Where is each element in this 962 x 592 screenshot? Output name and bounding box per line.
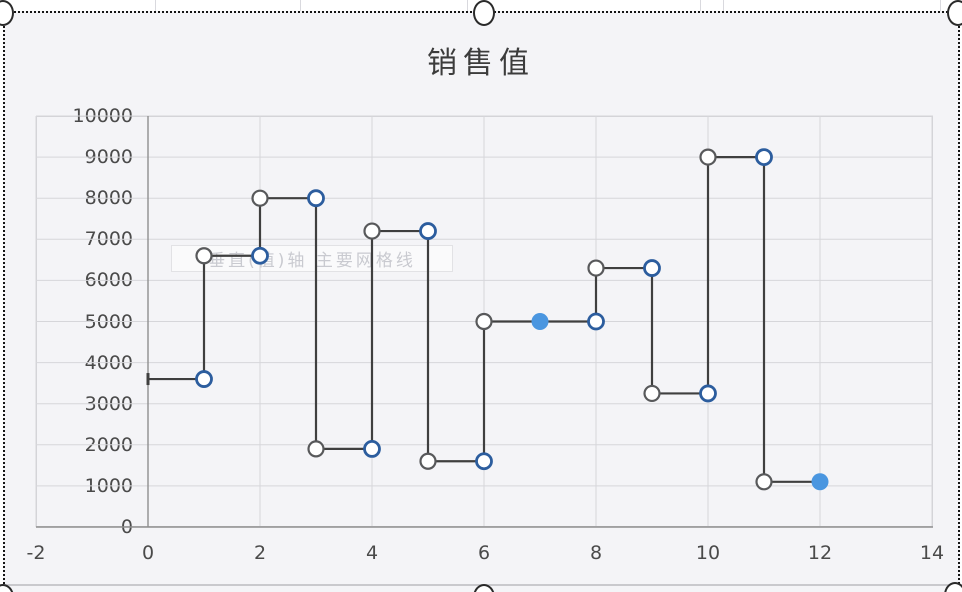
data-point-marker[interactable] [363, 222, 381, 240]
data-point-marker[interactable] [699, 148, 717, 166]
data-point-marker[interactable] [195, 247, 213, 265]
data-point-marker[interactable] [475, 312, 493, 331]
data-point-marker[interactable] [251, 189, 269, 207]
data-point-marker[interactable] [755, 148, 773, 167]
cell-gridline [940, 0, 941, 12]
x-tick-label: 14 [919, 542, 945, 564]
data-point-marker[interactable] [643, 384, 661, 403]
data-point-marker[interactable] [307, 189, 325, 208]
data-point-marker[interactable] [531, 313, 549, 330]
data-point-marker[interactable] [587, 259, 605, 277]
x-tick-label: 12 [807, 542, 833, 564]
cell-gridline [467, 0, 468, 12]
x-tick-label: -2 [26, 542, 46, 564]
x-tick-label: 4 [365, 542, 379, 564]
resize-handle-bottom-right[interactable] [944, 582, 962, 592]
data-point-marker[interactable] [699, 384, 717, 403]
x-tick-label: 10 [695, 542, 721, 564]
resize-handle-top-center[interactable] [473, 0, 495, 26]
series-step-line[interactable] [148, 156, 820, 483]
data-point-marker[interactable] [307, 440, 325, 458]
data-point-marker[interactable] [475, 452, 493, 471]
cell-gridline [723, 0, 724, 12]
data-point-marker[interactable] [811, 473, 829, 491]
x-tick-label: 6 [477, 542, 491, 564]
data-point-marker[interactable] [643, 259, 661, 277]
data-point-marker[interactable] [195, 370, 213, 388]
resize-handle-top-right[interactable] [947, 0, 962, 26]
data-point-marker[interactable] [363, 440, 381, 458]
cell-gridline [700, 0, 701, 12]
chart-title[interactable]: 销售值 [427, 46, 535, 81]
cell-gridline [155, 0, 156, 12]
resize-handle-top-left[interactable] [0, 0, 14, 26]
x-tick-label: 0 [141, 542, 155, 564]
data-point-marker[interactable] [755, 473, 773, 491]
data-point-marker[interactable] [587, 312, 605, 331]
cell-gridline [300, 0, 301, 12]
data-point-marker[interactable] [419, 452, 437, 470]
x-tick-label: 2 [253, 542, 267, 564]
x-tick-label: 8 [589, 542, 603, 564]
data-point-marker[interactable] [251, 246, 269, 265]
data-point-marker[interactable] [419, 222, 437, 240]
